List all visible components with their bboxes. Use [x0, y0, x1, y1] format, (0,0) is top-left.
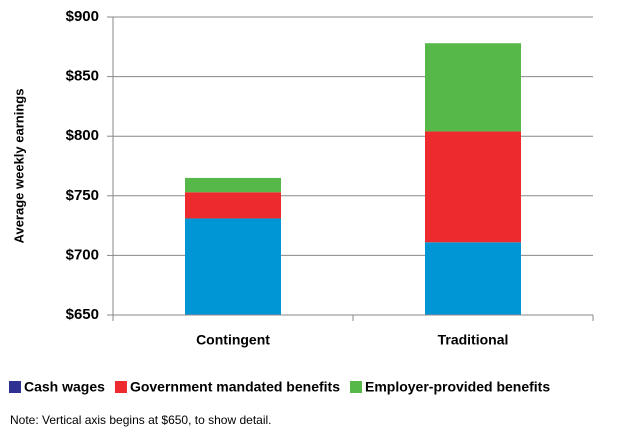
legend-label: Employer-provided benefits [365, 379, 550, 395]
y-tick-label: $700 [66, 246, 99, 263]
y-tick-label: $900 [66, 8, 99, 25]
y-axis-label: Average weekly earnings [11, 89, 26, 244]
bar-segment [185, 192, 281, 219]
y-tick-label: $650 [66, 306, 99, 323]
legend-swatch [114, 381, 127, 393]
legend-label: Cash wages [24, 379, 105, 395]
y-tick-label: $800 [66, 127, 99, 144]
bar-segment [185, 218, 281, 315]
bar-segment [425, 43, 521, 132]
x-tick-label: Traditional [438, 332, 509, 348]
y-tick-label: $750 [66, 187, 99, 204]
note: Note: Vertical axis begins at $650, to s… [10, 413, 272, 427]
legend-swatch [349, 381, 362, 393]
x-tick-label: Contingent [196, 332, 270, 348]
legend-label: Government mandated benefits [130, 379, 340, 395]
bar-segment [425, 242, 521, 315]
bar-segment [185, 177, 281, 193]
bar-segment [425, 131, 521, 243]
legend-swatch [9, 381, 21, 393]
y-tick-label: $850 [66, 68, 99, 85]
